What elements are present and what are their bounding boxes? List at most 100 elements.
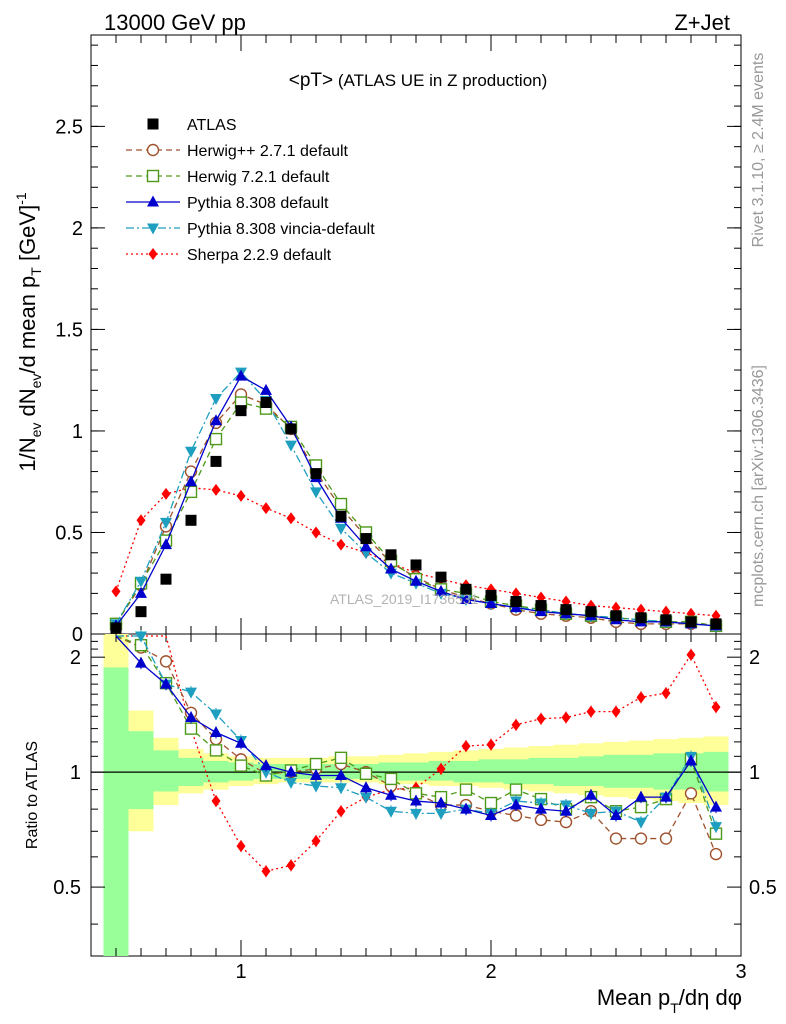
ratio-point-vincia: [210, 709, 222, 721]
ratio-point-pythia: [535, 802, 547, 814]
ratio-point-pythia: [260, 759, 272, 771]
main-point-pythia: [235, 369, 247, 381]
ratio-point-pythia: [235, 736, 247, 748]
main-point-sherpa: [286, 512, 296, 525]
ratio-point-pythia: [485, 808, 497, 820]
ratio-band-inner: [628, 754, 654, 788]
ratio-point-pythia: [560, 804, 572, 816]
main-point-herwig7: [209, 432, 223, 446]
svg-text:Mean pT/dη dφ: Mean pT/dη dφ: [597, 985, 742, 1016]
ratio-point-pythia: [385, 788, 397, 800]
main-point-vincia: [285, 440, 297, 452]
ratio-point-pythia: [410, 794, 422, 806]
ratio-point-vincia: [410, 808, 422, 820]
ratio-point-pythia: [285, 765, 297, 777]
main-point-atlas: [310, 468, 322, 480]
ratio-point-herwigpp: [534, 813, 548, 827]
main-point-atlas: [185, 514, 197, 526]
ratio-point-sherpa: [286, 859, 296, 872]
ratio-point-herwigpp: [634, 832, 648, 845]
main-point-atlas: [660, 614, 672, 626]
main-point-atlas: [510, 596, 522, 608]
ratio-point-sherpa: [611, 705, 621, 718]
main-point-atlas: [485, 589, 497, 601]
ratio-y-tick-label: 2: [70, 647, 81, 669]
main-y-tick-label: 2: [72, 218, 83, 240]
ratio-point-vincia: [310, 781, 322, 793]
ratio-point-sherpa: [461, 740, 471, 753]
ratio-point-pythia: [460, 802, 472, 814]
main-point-herwig7: [334, 497, 348, 511]
main-point-pythia: [410, 574, 422, 586]
main-point-atlas: [585, 606, 597, 618]
legend-label-atlas: ATLAS: [187, 117, 237, 134]
plot-title: <pT> (ATLAS UE in Z production): [289, 70, 548, 91]
main-point-herwig7: [184, 485, 198, 499]
ratio-point-pythia: [335, 768, 347, 780]
main-point-atlas: [160, 573, 172, 585]
ratio-point-pythia: [660, 790, 672, 802]
ratio-point-sherpa: [661, 687, 671, 700]
ratio-point-herwig7: [484, 796, 498, 810]
ratio-point-sherpa: [236, 840, 246, 853]
ratio-band-inner: [578, 756, 604, 786]
ratio-point-sherpa: [586, 705, 596, 718]
legend-label-pythia: Pythia 8.308 default: [187, 195, 329, 212]
main-point-atlas: [135, 606, 147, 618]
ratio-point-herwigpp: [659, 832, 673, 845]
ratio-point-herwigpp: [159, 655, 173, 668]
ratio-point-herwigpp: [709, 847, 723, 861]
ratio-point-sherpa: [311, 835, 321, 848]
main-y-tick-label: 0.5: [55, 522, 83, 544]
watermark-analysis-id: ATLAS_2019_I1736531: [330, 591, 479, 607]
main-point-sherpa: [236, 489, 246, 502]
main-point-atlas: [235, 405, 247, 417]
ratio-point-vincia: [360, 792, 372, 804]
legend-label-herwig7: Herwig 7.2.1 default: [187, 169, 330, 186]
main-y-tick-label: 2.5: [55, 116, 83, 138]
ratio-point-sherpa: [711, 701, 721, 714]
main-y-axis-title: 1/Nev dNev/d mean pT [GeV]-1: [13, 192, 44, 472]
ratio-point-herwig7: [459, 783, 473, 796]
main-point-atlas: [560, 604, 572, 616]
svg-text:1/Nev dNev/d mean pT [GeV]-1: 1/Nev dNev/d mean pT [GeV]-1: [13, 192, 44, 472]
ratio-point-sherpa: [336, 805, 346, 818]
ratio-point-pythia: [135, 656, 147, 668]
header-energy-label: 13000 GeV pp: [104, 10, 246, 35]
main-point-sherpa: [136, 514, 146, 527]
main-point-sherpa: [311, 526, 321, 539]
ratio-y-tick-label-right: 2: [749, 647, 760, 669]
ratio-band-inner: [528, 757, 554, 785]
ratio-band-inner: [603, 754, 629, 788]
ratio-point-sherpa: [211, 795, 221, 808]
rivet-version-label: Rivet 3.1.10, ≥ 2.4M events: [750, 53, 767, 248]
ratio-y-tick-label-right: 1: [749, 762, 760, 784]
ratio-point-pythia: [510, 798, 522, 810]
main-point-atlas: [535, 600, 547, 612]
ratio-point-vincia: [135, 631, 147, 643]
ratio-point-herwig7: [359, 767, 373, 781]
main-point-atlas: [285, 423, 297, 435]
ratio-point-pythia: [635, 790, 647, 802]
ratio-point-herwig7: [309, 757, 323, 771]
ratio-y-axis-title: Ratio to ATLAS: [24, 741, 41, 849]
main-point-vincia: [160, 517, 172, 529]
legend-label-vincia: Pythia 8.308 vincia-default: [187, 221, 375, 238]
ratio-point-herwigpp: [684, 787, 698, 800]
ratio-point-herwig7: [384, 772, 398, 786]
ratio-point-pythia: [585, 788, 597, 800]
main-point-sherpa: [336, 538, 346, 551]
main-y-tick-label: 1.5: [55, 319, 83, 341]
main-point-atlas: [260, 397, 272, 409]
mcplots-label: mcplots.cern.ch [arXiv:1306.3436]: [750, 365, 767, 607]
ratio-point-sherpa: [686, 648, 696, 661]
legend-label-sherpa: Sherpa 2.2.9 default: [187, 247, 332, 264]
main-point-atlas: [110, 622, 122, 634]
ratio-point-sherpa: [536, 712, 546, 725]
main-point-pythia: [185, 475, 197, 487]
ratio-point-pythia: [610, 808, 622, 820]
ratio-point-sherpa: [511, 718, 521, 731]
ratio-band-inner: [153, 750, 179, 792]
main-point-pythia: [210, 414, 222, 426]
